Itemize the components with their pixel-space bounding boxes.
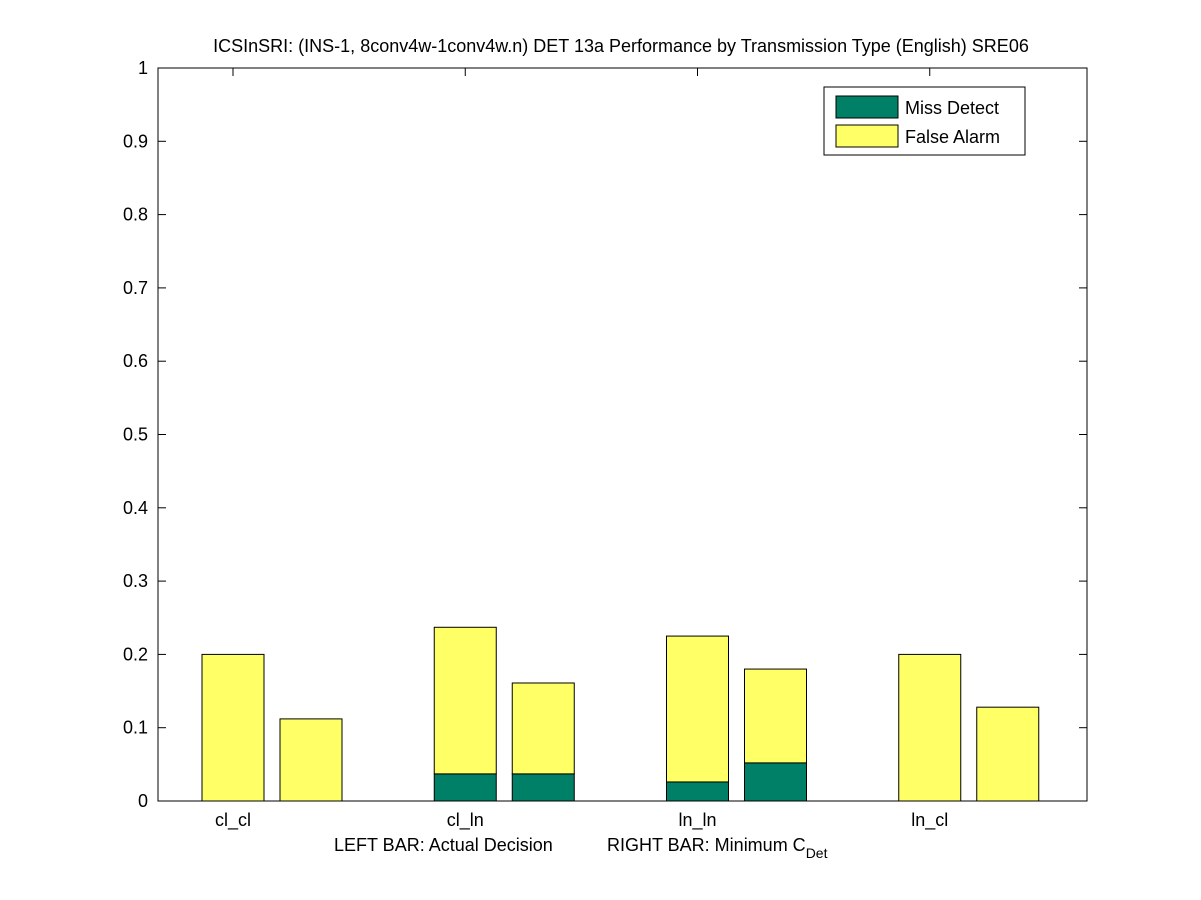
y-axis: 0 0.1 0.2 0.3 0.4 0.5 0.6 0.7 0.8 0.9 1 xyxy=(123,58,1087,811)
y-tick-label: 0.7 xyxy=(123,278,148,298)
y-tick-label: 0.8 xyxy=(123,205,148,225)
bar-false-alarm-cl-ln-actual xyxy=(433,626,497,775)
legend-swatch-false-alarm xyxy=(835,124,899,148)
x-axis: cl_cl cl_ln ln_ln ln_cl xyxy=(215,68,948,831)
bar-false-alarm-cl-cl-minimum xyxy=(279,718,343,802)
x-tick-label: cl_ln xyxy=(447,810,484,831)
chart-title: ICSInSRI: (INS-1, 8conv4w-1conv4w.n) DET… xyxy=(213,36,1029,56)
legend-swatch-miss-detect xyxy=(835,95,899,119)
x-tick-label: ln_cl xyxy=(911,810,948,831)
y-tick-label: 0.6 xyxy=(123,351,148,371)
plot-frame xyxy=(157,67,1088,802)
bar-false-alarm-cl-cl-actual xyxy=(201,653,265,802)
x-tick-label: ln_ln xyxy=(678,810,716,831)
bar-false-alarm-cl-ln-minimum xyxy=(511,682,575,775)
legend: Miss Detect False Alarm xyxy=(823,86,1026,156)
legend-label-miss-detect: Miss Detect xyxy=(905,98,999,118)
bar-miss-detect-ln-ln-actual xyxy=(666,781,729,802)
legend-label-false-alarm: False Alarm xyxy=(905,127,1000,147)
bar-miss-detect-ln-ln-minimum xyxy=(744,762,807,802)
x-axis-label-subscript: Det xyxy=(806,845,828,861)
y-tick-label: 0 xyxy=(138,791,148,811)
bar-false-alarm-ln-ln-actual xyxy=(666,635,729,783)
y-tick-label: 0.5 xyxy=(123,425,148,445)
x-tick-label: cl_cl xyxy=(215,810,251,831)
x-axis-label-left: LEFT BAR: Actual Decision xyxy=(334,835,553,855)
y-tick-label: 1 xyxy=(138,58,148,78)
y-tick-label: 0.4 xyxy=(123,498,148,518)
bar-false-alarm-ln-ln-minimum xyxy=(744,668,807,764)
bar-miss-detect-cl-ln-actual xyxy=(433,773,497,802)
bar-false-alarm-ln-cl-minimum xyxy=(976,706,1040,802)
x-axis-label-right: RIGHT BAR: Minimum CDet xyxy=(607,835,828,861)
y-tick-label: 0.2 xyxy=(123,644,148,664)
x-axis-label-right-text: RIGHT BAR: Minimum C xyxy=(607,835,806,855)
bars-group xyxy=(201,626,1040,802)
bar-false-alarm-ln-cl-actual xyxy=(898,653,962,802)
x-axis-label: LEFT BAR: Actual Decision RIGHT BAR: Min… xyxy=(334,835,828,861)
y-tick-label: 0.1 xyxy=(123,718,148,738)
y-tick-label: 0.9 xyxy=(123,131,148,151)
y-tick-label: 0.3 xyxy=(123,571,148,591)
bar-miss-detect-cl-ln-minimum xyxy=(511,773,575,802)
